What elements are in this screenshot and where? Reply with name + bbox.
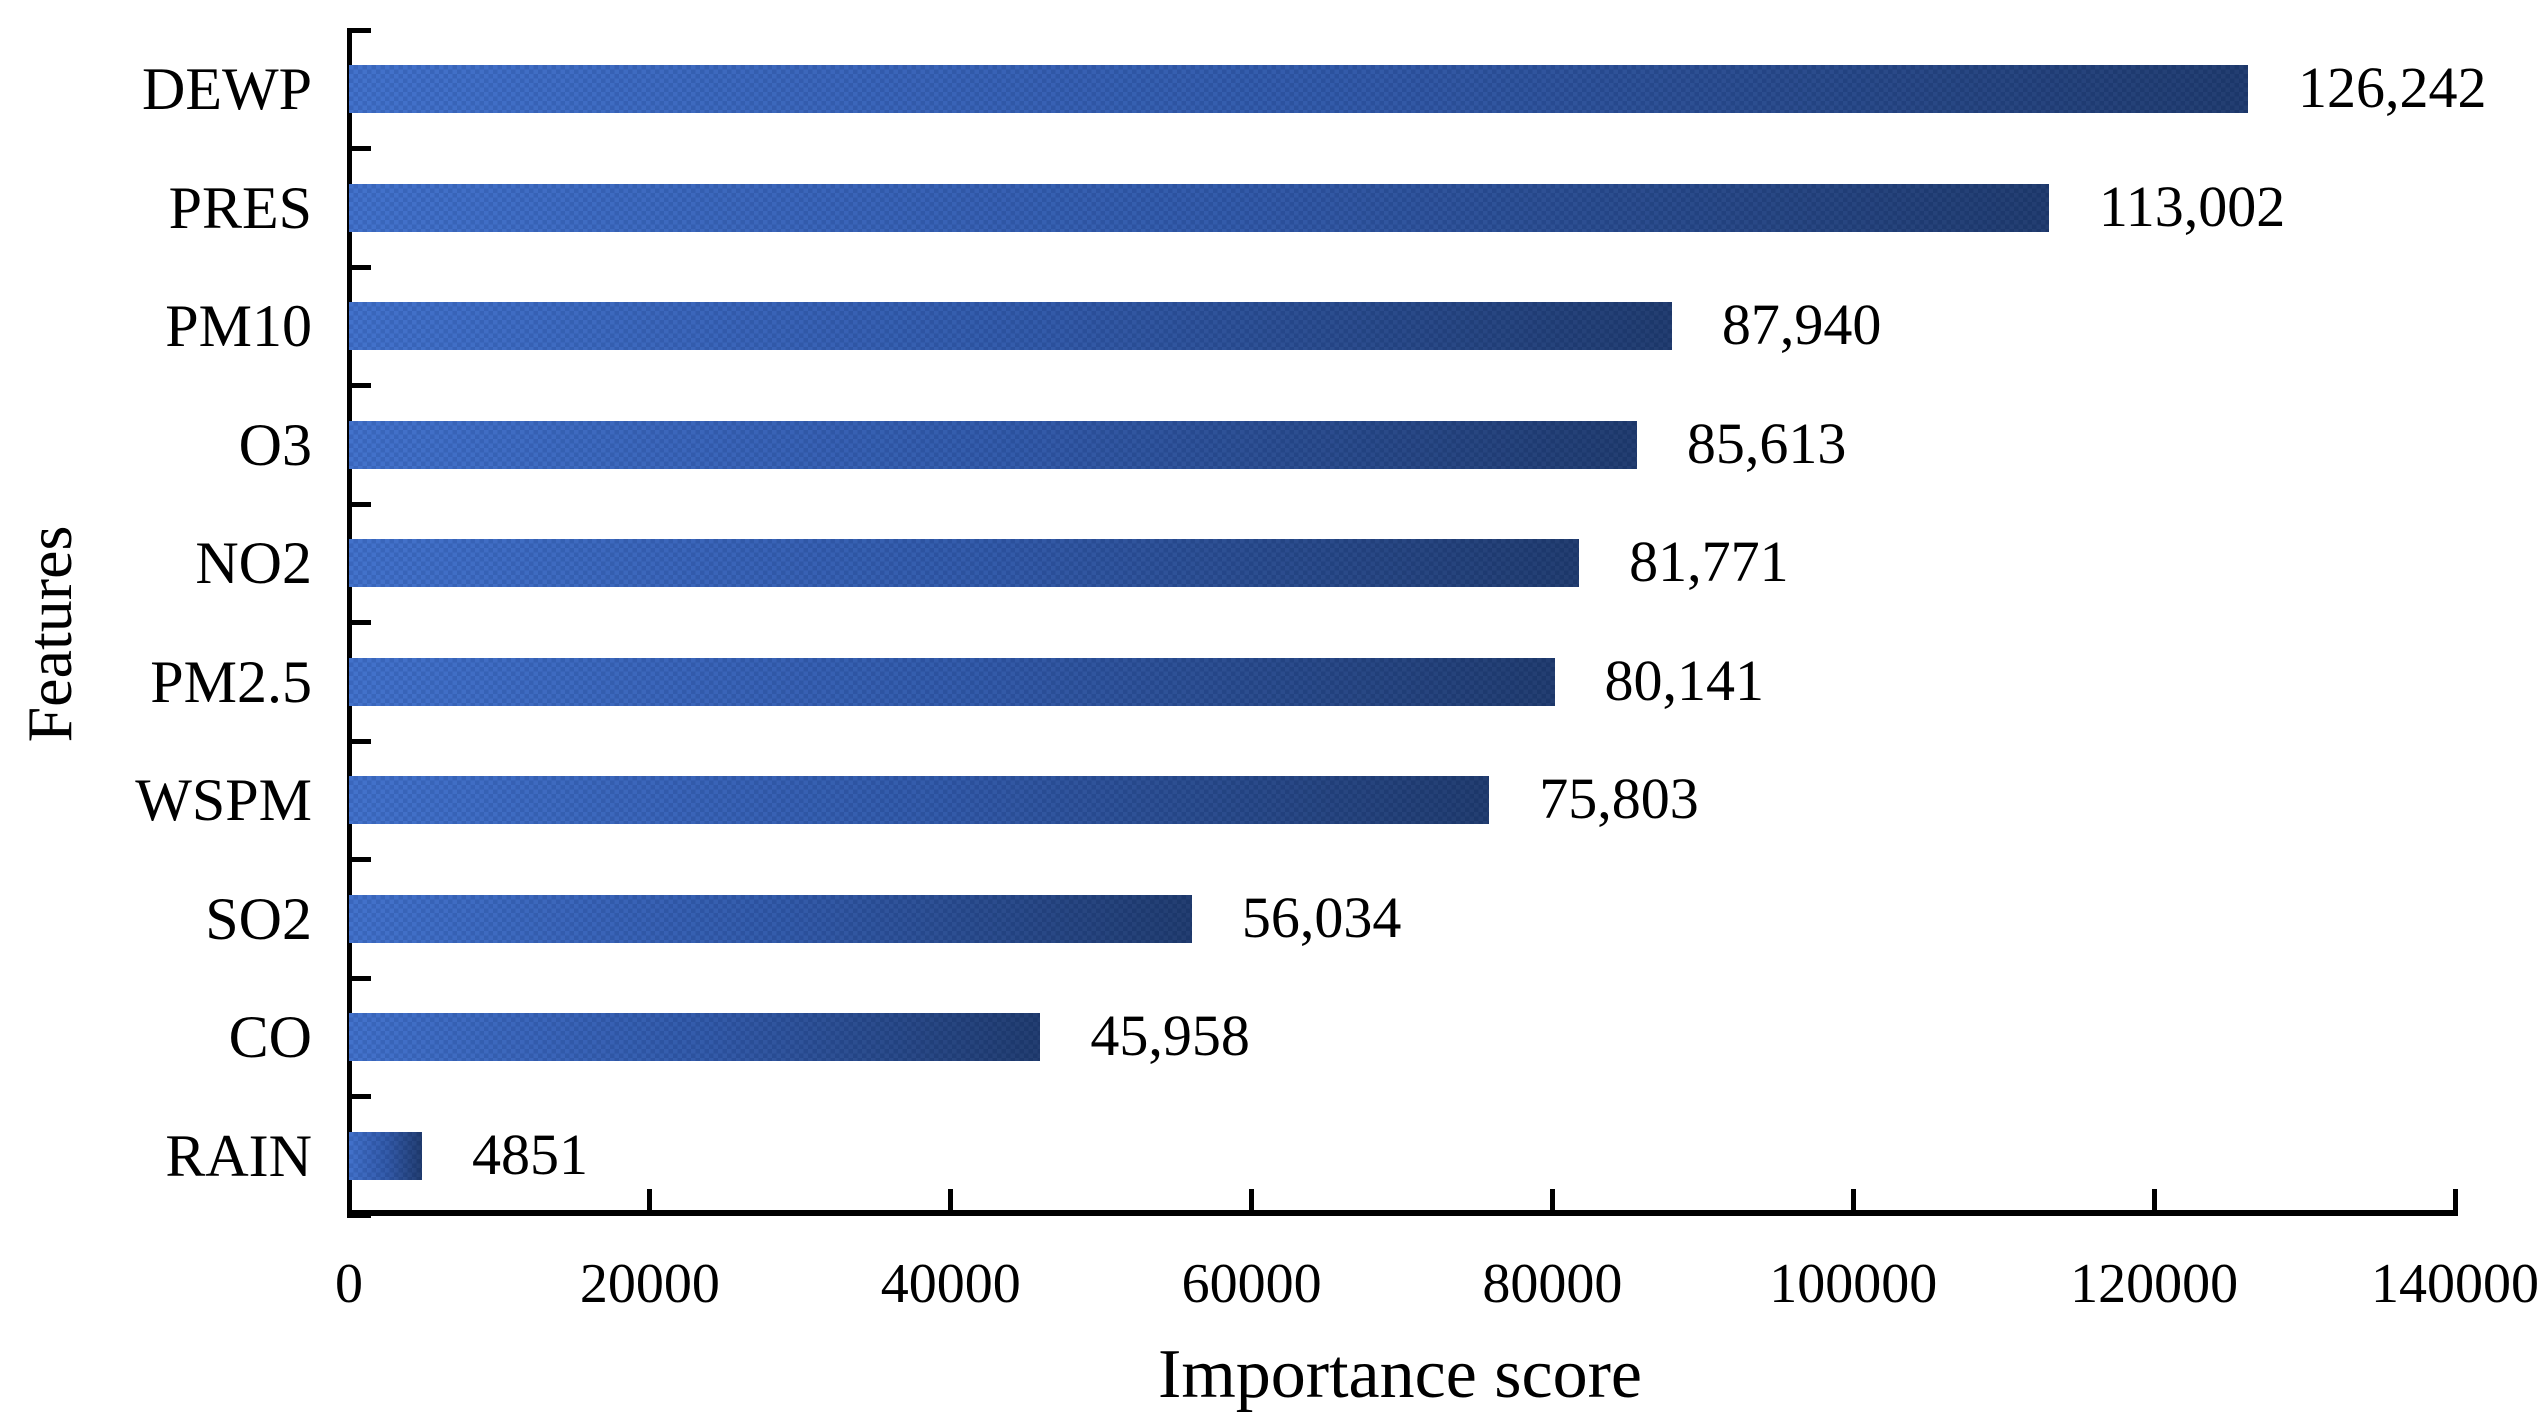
bar-value-label: 87,940 — [1721, 292, 1882, 358]
bar — [349, 894, 1192, 943]
y-axis-tick — [347, 620, 371, 625]
category-label: DEWP — [142, 56, 312, 123]
bar — [349, 420, 1637, 469]
bar-value-label: 126,242 — [2298, 55, 2487, 121]
bar — [349, 657, 1555, 706]
category-label: NO2 — [195, 530, 312, 597]
bar — [349, 65, 2249, 114]
bar-value-label: 85,613 — [1686, 410, 1847, 476]
category-label: CO — [228, 1004, 312, 1071]
x-tick-label: 20000 — [579, 1253, 720, 1315]
x-tick-label: 60000 — [1181, 1253, 1322, 1315]
y-axis-tick — [347, 1212, 371, 1218]
bar-value-label: 56,034 — [1241, 884, 1402, 950]
x-tick-label: 140000 — [2371, 1253, 2539, 1315]
x-axis-tick — [1549, 1189, 1555, 1210]
y-axis-tick — [347, 264, 371, 270]
category-label: RAIN — [165, 1122, 312, 1189]
x-axis-tick — [2452, 1189, 2458, 1210]
x-axis-tick — [948, 1189, 954, 1210]
y-axis-tick — [347, 1094, 371, 1099]
category-label: O3 — [238, 411, 312, 478]
y-axis-tick — [347, 383, 371, 388]
category-label: WSPM — [135, 767, 312, 834]
y-axis-tick — [347, 738, 371, 744]
x-tick-label: 40000 — [880, 1253, 1021, 1315]
bar — [349, 183, 2049, 232]
y-axis-tick — [347, 501, 371, 507]
category-label: PRES — [168, 174, 312, 241]
x-axis-tick — [2151, 1189, 2157, 1210]
category-label: PM10 — [165, 293, 312, 360]
x-axis-title: Importance score — [1158, 1336, 1642, 1413]
bar — [349, 1013, 1041, 1062]
bar-value-label: 81,771 — [1629, 529, 1789, 595]
bar-value-label: 113,002 — [2098, 173, 2286, 239]
x-tick-label: 120000 — [2070, 1253, 2239, 1315]
x-axis-tick — [1850, 1189, 1856, 1210]
bar-value-label: 80,141 — [1604, 647, 1765, 713]
bar-value-label: 45,958 — [1090, 1003, 1250, 1069]
bar — [349, 539, 1580, 588]
category-label: SO2 — [205, 885, 312, 952]
x-axis-tick — [346, 1189, 352, 1210]
y-axis-tick — [347, 146, 371, 151]
bar-value-label: 75,803 — [1539, 766, 1699, 832]
y-axis-tick — [347, 27, 371, 33]
x-tick-label: 0 — [335, 1253, 363, 1315]
x-axis-line — [347, 1210, 2458, 1216]
x-axis-tick — [1249, 1189, 1255, 1210]
bar — [349, 1131, 422, 1180]
bar-value-label: 4851 — [471, 1121, 588, 1187]
bar — [349, 302, 1672, 351]
category-label: PM2.5 — [150, 648, 312, 715]
x-tick-label: 80000 — [1482, 1253, 1623, 1315]
y-axis-tick — [347, 975, 371, 981]
y-axis-tick — [347, 857, 371, 862]
x-axis-tick — [647, 1189, 653, 1210]
bar — [349, 776, 1490, 825]
x-tick-label: 100000 — [1769, 1253, 1938, 1315]
